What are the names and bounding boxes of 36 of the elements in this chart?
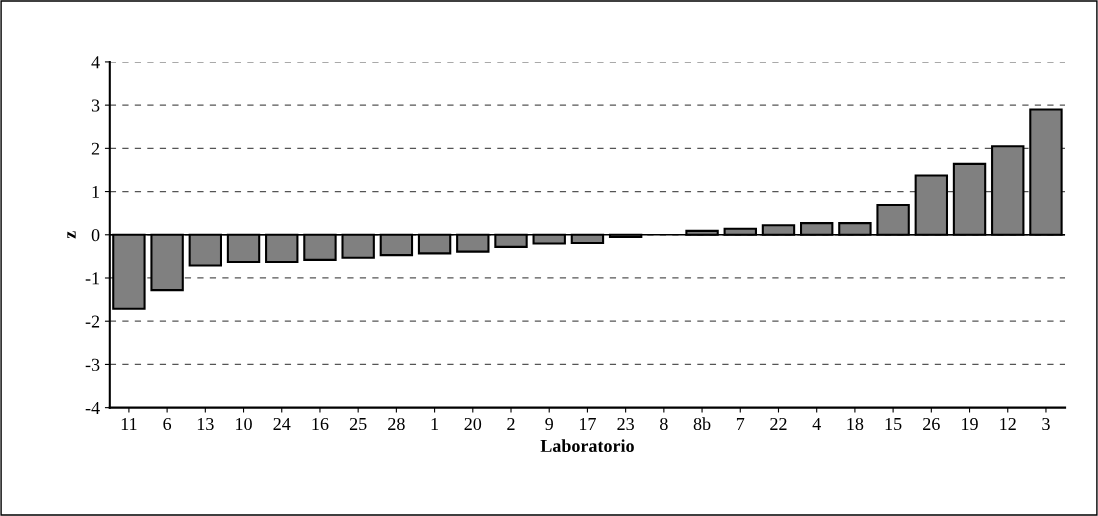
y-tick-label: -1	[85, 272, 99, 285]
x-tick-label: 19	[962, 417, 978, 431]
x-tick-label: 18	[847, 417, 864, 431]
y-tick-label: 1	[92, 185, 99, 198]
x-tick-label: 4	[812, 418, 821, 430]
x-tick-label: 25	[349, 417, 367, 431]
y-tick-label: 0	[91, 229, 100, 242]
x-tick-label: 2	[507, 417, 515, 430]
x-tick-label: 15	[885, 417, 902, 431]
x-tick-label: 9	[545, 417, 553, 431]
y-tick-label: -4	[85, 402, 100, 414]
x-tick-label: 12	[1000, 417, 1016, 430]
x-tick-label: 26	[923, 417, 940, 431]
x-tick-label: 24	[273, 417, 291, 430]
x-tick-label: 28	[388, 417, 405, 431]
x-tick-label: 20	[464, 417, 482, 431]
y-tick-label: 3	[91, 99, 100, 112]
x-tick-label: 6	[163, 417, 172, 431]
x-tick-label: 23	[617, 417, 634, 431]
x-tick-label: 17	[579, 417, 596, 430]
x-tick-label: 11	[121, 417, 137, 430]
x-tick-label: 16	[312, 417, 329, 431]
x-tick-label: 13	[197, 417, 214, 431]
x-axis-title: Laboratorio	[540, 439, 634, 452]
x-tick-label: 1	[431, 417, 439, 430]
x-tick-label: 3	[1042, 417, 1050, 431]
x-tick-label: 8b	[693, 417, 711, 431]
x-tick-label: 10	[236, 417, 252, 431]
x-tick-label: 7	[736, 418, 745, 430]
y-tick-label: -2	[85, 315, 100, 328]
y-tick-label: -3	[85, 358, 100, 371]
x-tick-label: 8	[660, 417, 668, 431]
x-tick-label: 22	[770, 417, 787, 430]
y-tick-label: 2	[91, 142, 100, 155]
y-axis-title: z	[67, 231, 76, 239]
y-tick-label: 4	[91, 56, 100, 69]
